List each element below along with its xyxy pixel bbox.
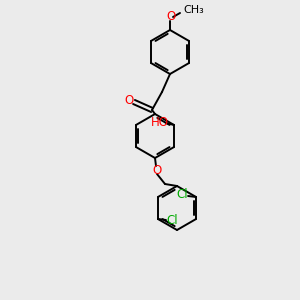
Text: Cl: Cl [176, 188, 188, 202]
Text: Cl: Cl [166, 214, 178, 227]
Text: CH₃: CH₃ [183, 5, 204, 15]
Text: O: O [167, 11, 176, 23]
Text: O: O [152, 164, 162, 176]
Text: O: O [124, 94, 134, 107]
Text: HO: HO [151, 116, 169, 128]
